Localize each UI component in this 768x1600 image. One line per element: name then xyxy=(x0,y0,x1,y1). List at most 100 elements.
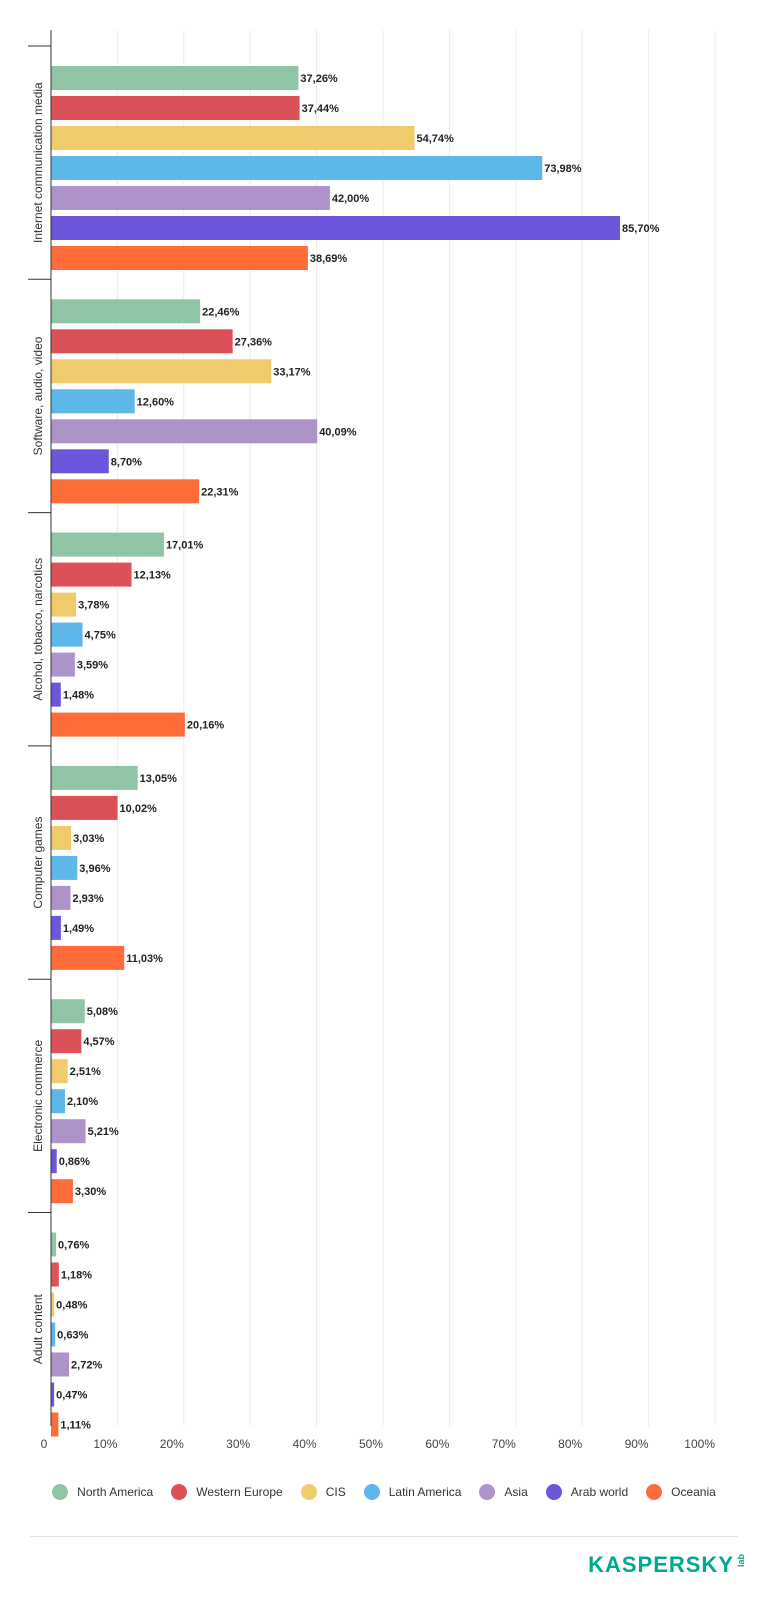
bar-value-label: 3,96% xyxy=(79,863,110,875)
category-label: Electronic commerce xyxy=(31,1040,45,1152)
bar xyxy=(51,329,233,354)
bar xyxy=(51,1412,59,1437)
bar xyxy=(51,216,621,240)
legend-marker xyxy=(300,1484,317,1500)
legend-marker xyxy=(52,1484,69,1500)
bar-value-label: 3,78% xyxy=(78,600,109,612)
bars: 37,26% 37,44% 54,74% 73,98% 42,00% 85,70% 38,6… xyxy=(51,66,660,1437)
legend-label: Asia xyxy=(504,1485,528,1499)
bar xyxy=(51,855,78,880)
x-tick-label: 90% xyxy=(625,1437,649,1451)
bar xyxy=(51,66,299,90)
bar-value-label: 1,11% xyxy=(60,1420,91,1432)
category-label: Computer games xyxy=(31,817,45,909)
bar xyxy=(51,592,77,617)
bar xyxy=(51,1322,56,1347)
category-label: Alcohol, tobacco, narcotics xyxy=(31,558,45,701)
legend-label: Oceania xyxy=(671,1485,716,1499)
bar-value-label: 33,17% xyxy=(273,366,311,378)
category-label: Software, audio, video xyxy=(31,336,45,455)
bar-value-label: 54,74% xyxy=(416,133,454,145)
bar-value-label: 4,75% xyxy=(85,630,116,642)
legend-marker xyxy=(646,1484,663,1500)
chart: 37,26% 37,44% 54,74% 73,98% 42,00% 85,70% 38,6… xyxy=(28,30,716,1451)
x-tick-label: 70% xyxy=(492,1437,516,1451)
bar xyxy=(51,795,118,820)
bar xyxy=(51,246,308,270)
x-tick-label: 50% xyxy=(359,1437,383,1451)
bar-value-label: 1,48% xyxy=(63,690,94,702)
bar-value-label: 22,46% xyxy=(202,306,240,318)
bar xyxy=(51,945,125,970)
bar xyxy=(51,1119,86,1144)
bar xyxy=(51,1149,57,1174)
bar xyxy=(51,186,330,210)
bar xyxy=(51,885,71,910)
bar xyxy=(51,652,75,677)
bar-value-label: 11,03% xyxy=(126,953,163,965)
bar-value-label: 2,51% xyxy=(70,1066,101,1078)
axes: 0 10% 20% 30% 40% 50% 60% 70% 80% 90% 100% Internet… xyxy=(28,30,715,1451)
bar-value-label: 27,36% xyxy=(235,336,273,348)
bar-value-label: 38,69% xyxy=(310,253,348,265)
legend-item: Oceania xyxy=(646,1484,716,1500)
bar-value-label: 0,48% xyxy=(56,1300,87,1312)
bar xyxy=(51,1029,82,1054)
bar xyxy=(51,622,83,647)
bar xyxy=(51,825,72,850)
bar xyxy=(51,126,415,150)
x-tick-label: 40% xyxy=(293,1437,317,1451)
bar-value-label: 0,47% xyxy=(56,1390,87,1402)
bar-value-label: 0,76% xyxy=(58,1240,89,1252)
x-tick-label: 0 xyxy=(41,1437,48,1451)
bar-value-label: 40,09% xyxy=(319,426,357,438)
x-tick-label: 20% xyxy=(160,1437,184,1451)
bar-value-label: 2,93% xyxy=(72,893,103,905)
bar xyxy=(51,1179,73,1204)
bar xyxy=(51,419,318,444)
brand-logo: KASPERSKY lab xyxy=(588,1552,746,1578)
bar xyxy=(51,389,135,414)
x-tick-label: 10% xyxy=(93,1437,117,1451)
legend-marker xyxy=(545,1484,562,1500)
x-tick-label: 30% xyxy=(226,1437,250,1451)
x-tick-label: 60% xyxy=(425,1437,449,1451)
legend-item: Latin America xyxy=(363,1484,461,1500)
brand-sub: lab xyxy=(736,1554,746,1568)
bar-value-label: 2,10% xyxy=(67,1096,98,1108)
bar xyxy=(51,1262,59,1287)
bar-value-label: 12,13% xyxy=(134,570,172,582)
bar xyxy=(51,1382,55,1407)
bar xyxy=(51,1089,65,1114)
bar xyxy=(51,765,138,790)
category-label: Internet communication media xyxy=(31,82,45,243)
legend-item: Western Europe xyxy=(171,1484,283,1500)
bar xyxy=(51,299,201,324)
bar xyxy=(51,449,109,474)
bar-value-label: 1,18% xyxy=(61,1270,92,1282)
bar-value-label: 85,70% xyxy=(622,223,660,235)
bar xyxy=(51,1352,70,1377)
bar-value-label: 0,86% xyxy=(59,1156,90,1168)
bar xyxy=(51,915,61,940)
bar-value-label: 73,98% xyxy=(544,163,582,175)
x-tick-label: 80% xyxy=(558,1437,582,1451)
bar-value-label: 3,03% xyxy=(73,833,104,845)
legend-item: Asia xyxy=(479,1484,528,1500)
footer-divider xyxy=(30,1536,738,1537)
bar-value-label: 8,70% xyxy=(111,456,142,468)
category-label: Adult content xyxy=(31,1293,45,1364)
bar xyxy=(51,479,200,504)
bar-value-label: 0,63% xyxy=(57,1330,88,1342)
bar xyxy=(51,562,132,587)
bar xyxy=(51,712,185,737)
bar xyxy=(51,1232,57,1257)
legend-label: Arab world xyxy=(570,1485,629,1499)
bar xyxy=(51,1292,55,1317)
legend-label: Western Europe xyxy=(196,1485,283,1499)
bar-value-label: 1,49% xyxy=(63,923,94,935)
legend-item: Arab world xyxy=(545,1484,629,1500)
brand-name: KASPERSKY xyxy=(588,1552,734,1577)
legend-marker xyxy=(479,1484,496,1500)
bar xyxy=(51,999,85,1024)
